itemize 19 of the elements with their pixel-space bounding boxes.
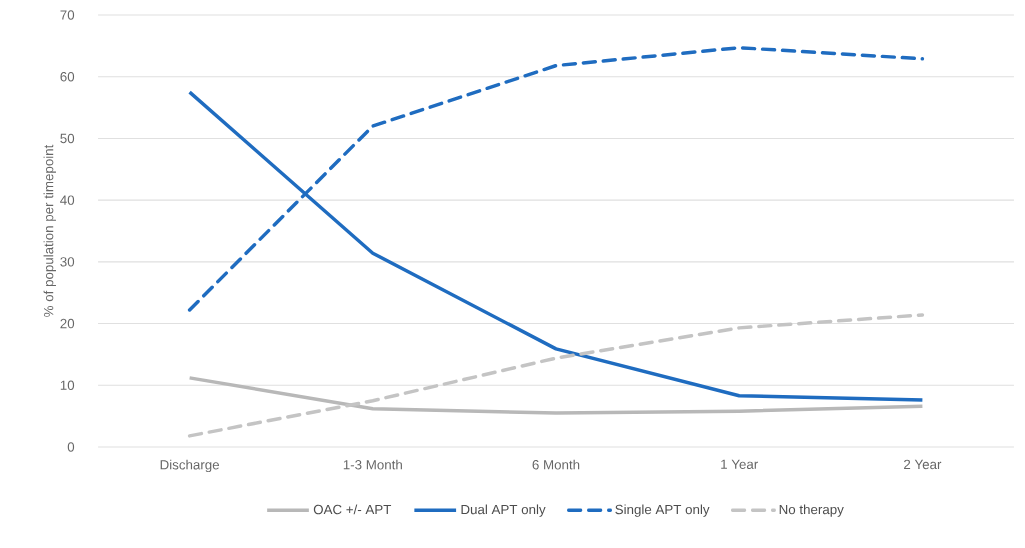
line-series	[187, 313, 925, 438]
x-tick-label: 6 Month	[532, 459, 580, 470]
legend-label: No therapy	[779, 504, 844, 517]
x-tick-label: 1 Year	[721, 459, 759, 469]
y-tick-label: 60	[60, 72, 75, 82]
legend-label: Dual APT only	[461, 504, 546, 517]
x-tick-label: 1-3 Month	[343, 459, 402, 470]
y-tick-label: 70	[60, 10, 75, 20]
y-tick-label: 20	[60, 318, 75, 329]
y-tick-label: 10	[60, 380, 75, 390]
y-axis-title: % of population per timepoint	[43, 144, 56, 317]
y-tick-label: 30	[60, 257, 75, 267]
x-tick-label: Discharge	[160, 459, 220, 473]
y-tick-label: 40	[60, 195, 75, 205]
y-tick-label: 50	[60, 133, 75, 144]
x-tick-label: 2 Year	[904, 459, 942, 470]
legend-label: OAC +/- APT	[313, 504, 392, 515]
y-tick-label: 0	[67, 442, 75, 452]
legend-label: Single APT only	[615, 504, 710, 517]
